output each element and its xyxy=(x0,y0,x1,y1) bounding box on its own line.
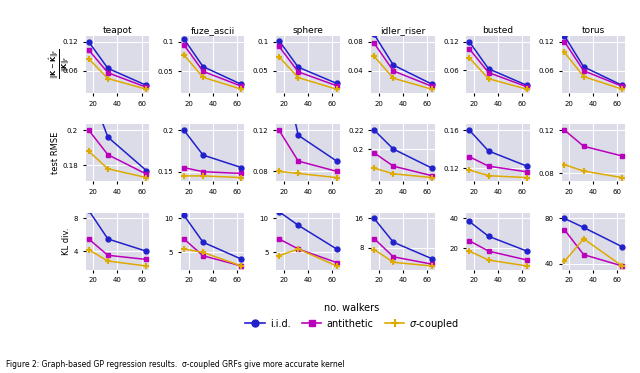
Title: torus: torus xyxy=(582,26,605,35)
Y-axis label: KL div.: KL div. xyxy=(62,228,71,255)
Title: busted: busted xyxy=(483,26,514,35)
Text: Figure 2: Graph-based GP regression results.  σ-coupled GRFs give more accurate : Figure 2: Graph-based GP regression resu… xyxy=(6,360,345,369)
Title: sphere: sphere xyxy=(292,26,323,35)
Legend: i.i.d., antithetic, $\sigma$-coupled: i.i.d., antithetic, $\sigma$-coupled xyxy=(241,313,463,335)
Y-axis label: test RMSE: test RMSE xyxy=(51,132,60,174)
Title: teapot: teapot xyxy=(102,26,132,35)
Title: idler_riser: idler_riser xyxy=(380,26,426,35)
Y-axis label: $\frac{\|\mathbf{K} - \hat{\mathbf{K}}\|_{\!F}}{\|\mathbf{K}\|_{\!F}}$: $\frac{\|\mathbf{K} - \hat{\mathbf{K}}\|… xyxy=(47,50,72,79)
Title: fuze_ascii: fuze_ascii xyxy=(191,26,235,35)
Text: no. walkers: no. walkers xyxy=(324,303,380,313)
